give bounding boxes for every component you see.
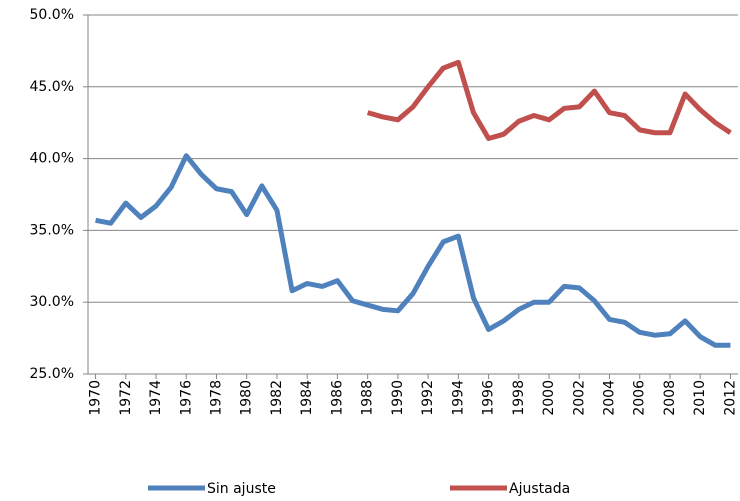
x-tick-label: 2006 <box>632 380 648 416</box>
x-tick-label: 1994 <box>450 380 466 416</box>
x-tick-label: 1972 <box>118 380 134 416</box>
x-tick-label: 1976 <box>178 380 194 416</box>
x-tick-label: 1996 <box>481 380 497 416</box>
legend-label: Sin ajuste <box>207 481 276 497</box>
x-tick-label: 2008 <box>662 380 678 416</box>
x-tick-label: 1982 <box>269 380 285 416</box>
y-tick-label: 35.0% <box>30 222 74 238</box>
legend-label: Ajustada <box>509 481 570 497</box>
series-line <box>366 59 732 141</box>
x-tick-label: 2002 <box>571 380 587 416</box>
x-tick-label: 1984 <box>299 380 315 416</box>
y-tick-label: 45.0% <box>30 79 74 95</box>
y-tick-label: 25.0% <box>30 366 74 382</box>
x-tick-label: 2012 <box>722 380 738 416</box>
x-tick-label: 1988 <box>360 380 376 416</box>
series-line <box>95 153 731 348</box>
y-tick-label: 40.0% <box>30 151 74 167</box>
x-tick-label: 1990 <box>390 380 406 416</box>
x-tick-label: 2010 <box>692 380 708 416</box>
x-tick-label: 2004 <box>602 380 618 416</box>
y-tick-label: 30.0% <box>30 294 74 310</box>
x-tick-label: 2000 <box>541 380 557 416</box>
x-tick-label: 1980 <box>239 380 255 416</box>
x-tick-label: 1992 <box>420 380 436 416</box>
x-tick-label: 1974 <box>148 380 164 416</box>
x-tick-label: 1998 <box>511 380 527 416</box>
y-tick-label: 50.0% <box>30 7 74 23</box>
x-tick-label: 1986 <box>329 380 345 416</box>
x-tick-label: 1978 <box>208 380 224 416</box>
x-tick-label: 1970 <box>88 380 104 416</box>
